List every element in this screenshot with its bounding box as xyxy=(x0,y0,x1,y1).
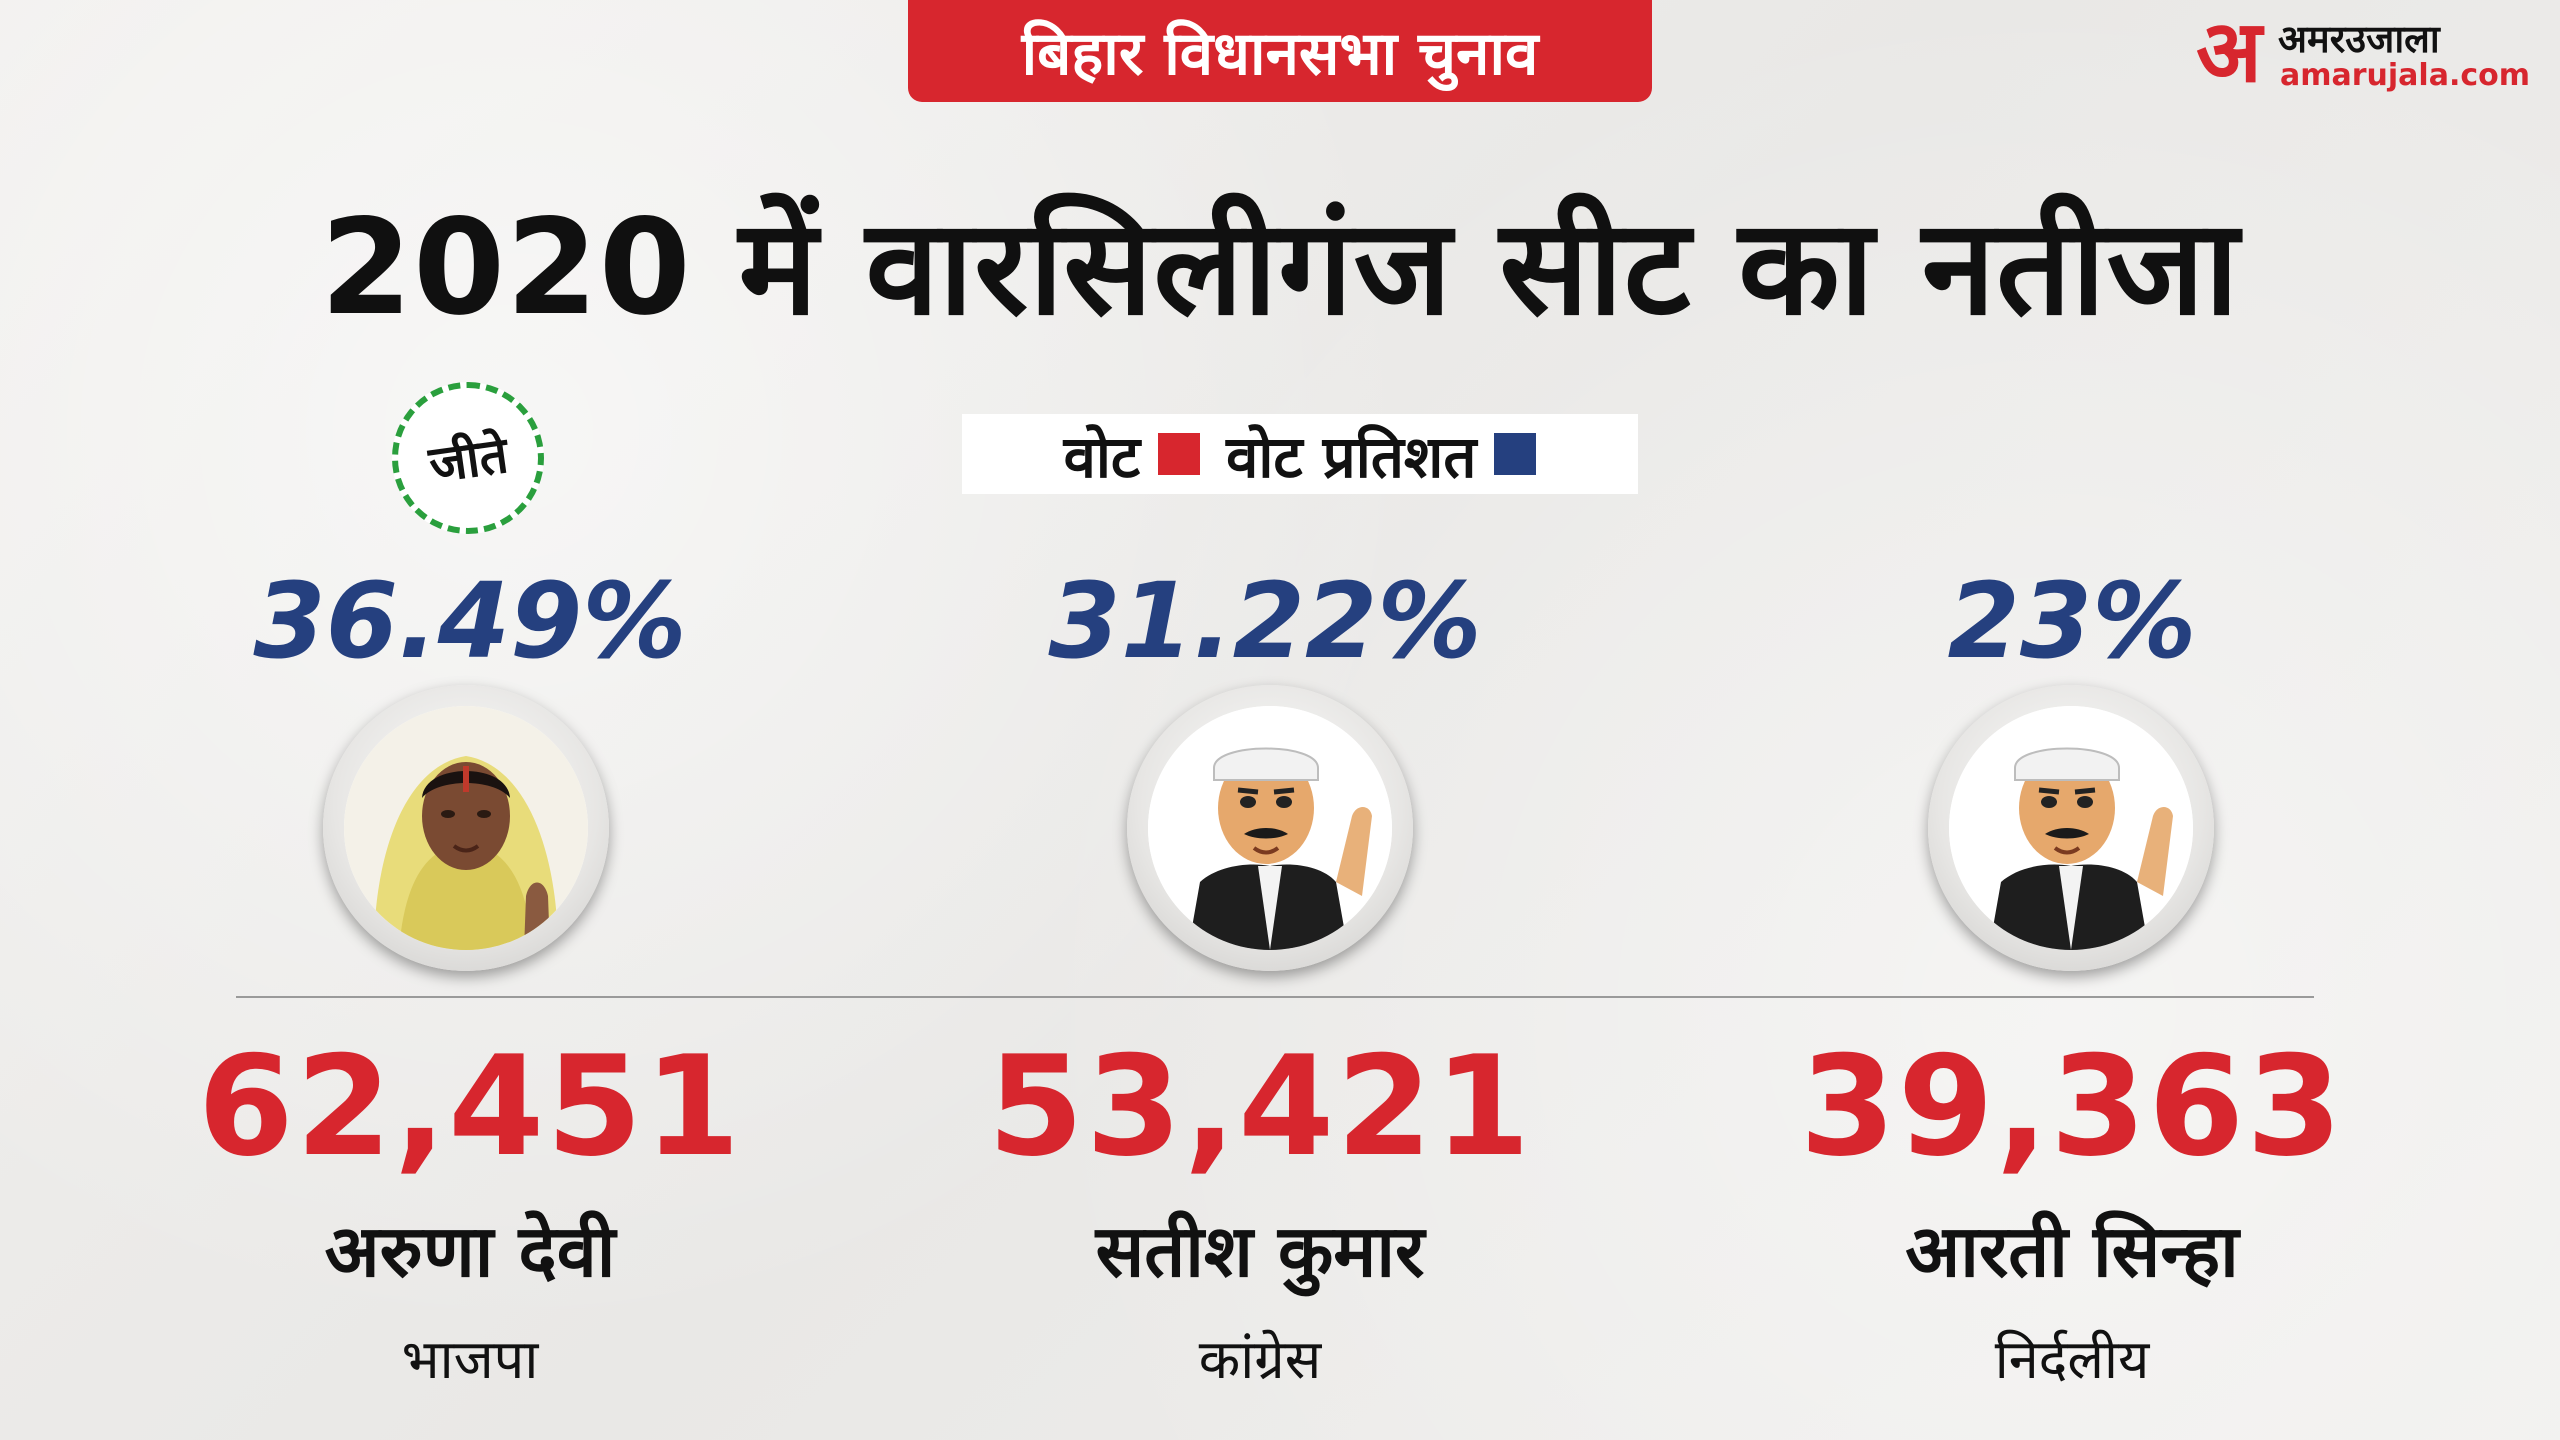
header-badge: बिहार विधानसभा चुनाव xyxy=(908,0,1652,102)
legend: वोट वोट प्रतिशत xyxy=(962,414,1638,494)
legend-percent-label: वोट प्रतिशत xyxy=(1226,422,1477,491)
legend-votes-swatch xyxy=(1158,433,1201,475)
winner-seal-icon: जीते xyxy=(392,382,544,534)
candidate-1-vote-percent: 36.49% xyxy=(253,560,687,682)
candidate-2-party: कांग्रेस xyxy=(1198,1328,1322,1391)
man-cartoon-icon xyxy=(1148,706,1392,950)
page-title: 2020 में वारसिलीगंज सीट का नतीजा xyxy=(320,191,2240,345)
divider-line xyxy=(236,996,2314,998)
logo-name: अमरउजाला xyxy=(2278,17,2440,61)
candidate-3-party: निर्दलीय xyxy=(1994,1328,2150,1391)
amar-ujala-logo: अ अमरउजाला amarujala.com xyxy=(2186,6,2550,98)
candidate-2-vote-percent: 31.22% xyxy=(1048,560,1482,682)
man-cartoon-icon xyxy=(1949,706,2193,950)
candidate-1-name: अरुणा देवी xyxy=(324,1209,616,1293)
winner-seal-text: जीते xyxy=(425,425,512,495)
woman-photo-icon xyxy=(344,706,588,950)
legend-percent-swatch xyxy=(1494,433,1537,475)
candidate-3-photo xyxy=(1928,685,2214,971)
candidate-3-votes: 39,363 xyxy=(1799,1026,2345,1187)
candidate-1-votes: 62,451 xyxy=(197,1026,743,1187)
candidate-3-vote-percent: 23% xyxy=(1947,560,2197,682)
header-badge-text: बिहार विधानसभा चुनाव xyxy=(1021,19,1539,89)
logo-url: amarujala.com xyxy=(2280,58,2531,93)
candidate-2-name: सतीश कुमार xyxy=(1095,1209,1425,1293)
candidate-3-name: आरती सिन्हा xyxy=(1905,1209,2239,1293)
candidate-1-party: भाजपा xyxy=(401,1328,539,1391)
legend-votes-label: वोट xyxy=(1063,422,1141,491)
logo-mark-icon: अ xyxy=(2196,2,2262,102)
candidate-1-photo xyxy=(323,685,609,971)
candidate-2-votes: 53,421 xyxy=(987,1026,1533,1187)
legend-item-percent: वोट प्रतिशत xyxy=(1226,415,1537,494)
candidate-2-photo xyxy=(1127,685,1413,971)
legend-item-votes: वोट xyxy=(1064,415,1201,494)
